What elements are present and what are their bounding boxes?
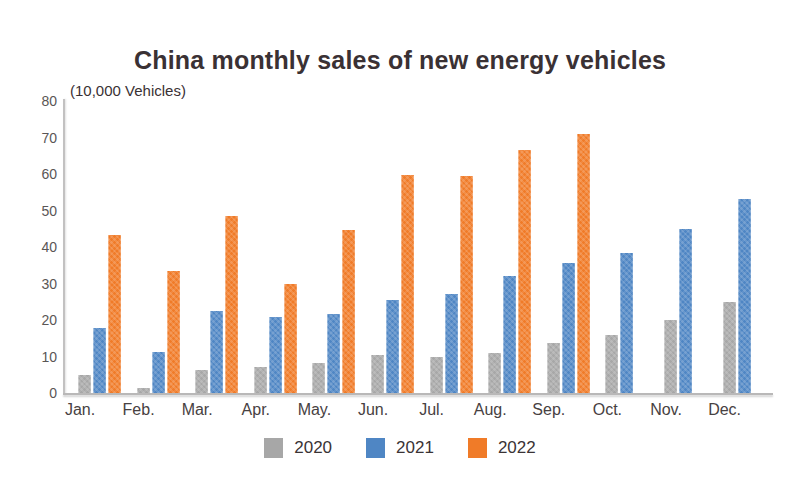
y-tick-label-20: 20 [24, 312, 57, 328]
y-tick-label-60: 60 [24, 166, 57, 182]
y-axis-line [63, 99, 65, 395]
x-label-dec: Dec. [695, 401, 755, 419]
legend-item-2022: 2022 [468, 438, 536, 458]
bar-2020-jan [78, 375, 91, 393]
x-label-jul: Jul. [402, 401, 462, 419]
bar-2021-aug [503, 276, 516, 393]
bar-2021-jun [386, 300, 399, 393]
legend-label-2022: 2022 [498, 438, 536, 458]
x-label-oct: Oct. [577, 401, 637, 419]
y-tick-label-70: 70 [24, 130, 57, 146]
y-tick-label-40: 40 [24, 239, 57, 255]
x-label-mar: Mar. [167, 401, 227, 419]
bar-2021-may [327, 314, 340, 393]
bar-2021-sep [562, 263, 575, 393]
legend: 2020 2021 2022 [0, 438, 800, 458]
legend-swatch-2022 [468, 438, 487, 458]
bar-2020-dec [723, 302, 736, 393]
x-label-aug: Aug. [460, 401, 520, 419]
bar-2022-sep [577, 134, 590, 393]
y-tick-label-0: 0 [24, 385, 57, 401]
legend-label-2020: 2020 [294, 438, 332, 458]
bar-2021-jul [445, 294, 458, 393]
y-axis-unit-label: (10,000 Vehicles) [70, 82, 186, 99]
bar-2021-oct [620, 253, 633, 393]
y-tick-label-10: 10 [24, 349, 57, 365]
bar-2022-aug [518, 150, 531, 393]
bar-2020-aug [488, 353, 501, 393]
bar-2020-sep [547, 343, 560, 393]
bar-2021-feb [152, 352, 165, 393]
bar-2020-jul [430, 357, 443, 393]
x-axis-line [63, 393, 773, 395]
y-tick-label-30: 30 [24, 276, 57, 292]
bar-2020-feb [137, 388, 150, 393]
x-label-nov: Nov. [636, 401, 696, 419]
x-label-jun: Jun. [343, 401, 403, 419]
y-tick-label-80: 80 [24, 93, 57, 109]
bar-2022-may [342, 230, 355, 393]
bar-2020-apr [254, 367, 267, 393]
legend-item-2020: 2020 [264, 438, 332, 458]
bar-2021-jan [93, 328, 106, 393]
legend-label-2021: 2021 [396, 438, 434, 458]
bar-2022-jan [108, 235, 121, 393]
legend-item-2021: 2021 [366, 438, 434, 458]
bar-2020-oct [605, 335, 618, 393]
bar-2021-mar [210, 311, 223, 393]
bar-2021-apr [269, 317, 282, 393]
y-tick-label-50: 50 [24, 203, 57, 219]
x-label-sep: Sep. [519, 401, 579, 419]
x-label-may: May. [284, 401, 344, 419]
legend-swatch-2021 [366, 438, 385, 458]
bar-2020-nov [664, 320, 677, 393]
bar-2021-nov [679, 229, 692, 393]
bar-2022-jun [401, 175, 414, 393]
legend-swatch-2020 [264, 438, 283, 458]
bar-2020-jun [371, 355, 384, 393]
chart-title: China monthly sales of new energy vehicl… [0, 46, 800, 75]
bar-2022-mar [225, 216, 238, 393]
bar-2021-dec [738, 199, 751, 393]
x-label-jan: Jan. [50, 401, 110, 419]
bar-2020-mar [195, 370, 208, 393]
x-label-feb: Feb. [109, 401, 169, 419]
x-label-apr: Apr. [226, 401, 286, 419]
bar-2020-may [312, 363, 325, 393]
bar-2022-feb [167, 271, 180, 393]
chart-canvas: China monthly sales of new energy vehicl… [0, 0, 800, 480]
bar-2022-apr [284, 284, 297, 393]
bar-2022-jul [460, 176, 473, 393]
